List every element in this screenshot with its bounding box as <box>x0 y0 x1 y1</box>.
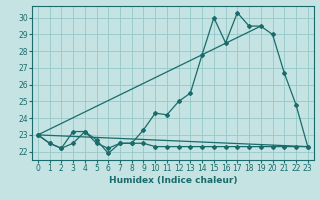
X-axis label: Humidex (Indice chaleur): Humidex (Indice chaleur) <box>108 176 237 185</box>
